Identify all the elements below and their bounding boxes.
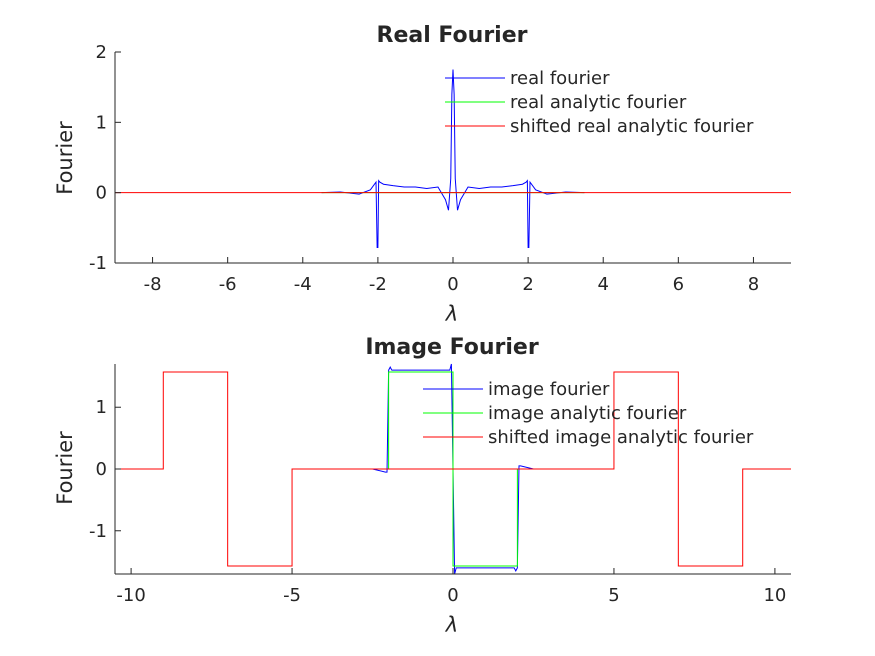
real-fourier-ytick-label: 0 bbox=[96, 183, 107, 204]
image-fourier-legend-label-shifted-image-analytic-fourier: shifted image analytic fourier bbox=[488, 427, 754, 448]
image-fourier-xtick-label: 5 bbox=[608, 585, 619, 606]
real-fourier-xtick-label: -4 bbox=[294, 274, 312, 295]
real-fourier-ytick-label: 1 bbox=[96, 112, 107, 133]
real-fourier-xtick-label: -8 bbox=[144, 274, 162, 295]
real-fourier-legend-label-real-fourier: real fourier bbox=[510, 68, 610, 89]
image-fourier-xtick-label: -10 bbox=[116, 585, 145, 606]
image-fourier-xtick-label: -5 bbox=[283, 585, 301, 606]
image-fourier-ylabel: Fourier bbox=[53, 431, 77, 505]
image-fourier-legend-label-image-fourier: image fourier bbox=[488, 379, 610, 400]
image-fourier-legend-label-image-analytic-fourier: image analytic fourier bbox=[488, 403, 687, 424]
image-fourier-xtick-label: 10 bbox=[763, 585, 786, 606]
real-fourier-series-real-fourier bbox=[321, 69, 585, 249]
real-fourier-xtick-label: -2 bbox=[369, 274, 387, 295]
real-fourier-legend-label-real-analytic-fourier: real analytic fourier bbox=[510, 92, 687, 113]
image-fourier-ytick-label: -1 bbox=[89, 521, 107, 542]
image-fourier-ytick-label: 0 bbox=[96, 459, 107, 480]
image-fourier-ytick-label: 1 bbox=[96, 397, 107, 418]
real-fourier-xtick-label: 2 bbox=[522, 274, 533, 295]
real-fourier-xlabel: λ bbox=[445, 302, 458, 326]
real-fourier-plot-area: -8 -6 -4 -2 0 2 4 6 8 -1 0 1 2 real fourier real analy… bbox=[89, 42, 791, 295]
real-fourier-legend-label-shifted-real-analytic-fourier: shifted real analytic fourier bbox=[510, 116, 754, 137]
image-fourier-xtick-label: 0 bbox=[447, 585, 458, 606]
image-fourier-xlabel: λ bbox=[445, 613, 458, 637]
real-fourier-xtick-label: 0 bbox=[447, 274, 458, 295]
image-fourier-axes: Image Fourier Fourier λ -10 -5 0 5 10-101ima… bbox=[53, 335, 791, 637]
real-fourier-ytick-label: -1 bbox=[89, 253, 107, 274]
real-fourier-title: Real Fourier bbox=[377, 23, 528, 48]
real-fourier-xtick-label: 4 bbox=[597, 274, 608, 295]
real-fourier-axes: Real Fourier Fourier λ -8 -6 -4 -2 0 2 4 6 8 -1 0 1… bbox=[53, 23, 791, 326]
real-fourier-ylabel: Fourier bbox=[53, 121, 77, 195]
real-fourier-xtick-label: -6 bbox=[219, 274, 237, 295]
real-fourier-ytick-label: 2 bbox=[96, 42, 107, 63]
real-fourier-xtick-label: 8 bbox=[748, 274, 759, 295]
image-fourier-title: Image Fourier bbox=[365, 335, 539, 360]
real-fourier-xtick-label: 6 bbox=[673, 274, 684, 295]
image-fourier-series-shifted-image-analytic-fourier bbox=[115, 371, 791, 567]
